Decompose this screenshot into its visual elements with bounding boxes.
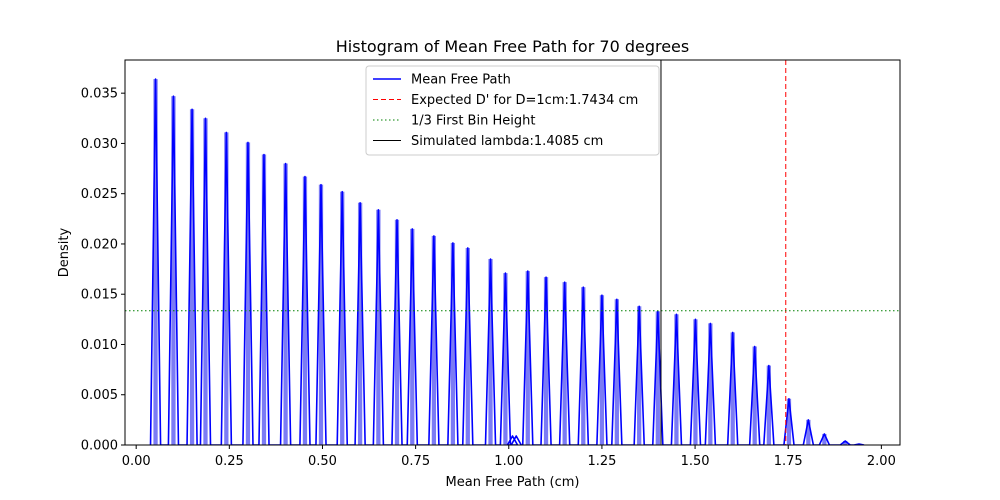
x-tick-label: 0.25 [215, 454, 244, 469]
histogram-bar [503, 273, 508, 445]
legend-box [365, 65, 660, 156]
histogram-bar [637, 306, 642, 445]
y-tick-label: 0.025 [81, 187, 118, 202]
y-tick-label: 0.015 [81, 288, 118, 303]
histogram-bar [730, 332, 735, 445]
y-axis-ticks: 0.000 0.005 0.010 0.015 0.020 0.025 0.030 0.035 [81, 87, 125, 454]
histogram-bar [708, 323, 713, 445]
legend: Mean Free Path Expected D' for D=1cm:1.74… [365, 65, 660, 156]
x-tick-label: 1.00 [494, 454, 523, 469]
histogram-bar [488, 259, 493, 445]
reference-lines-layer [125, 60, 900, 445]
legend-entries: Mean Free Path Expected D' for D=1cm:1.74… [373, 73, 638, 149]
plot-frame [124, 59, 901, 446]
histogram-bar [224, 132, 229, 445]
histogram-bar [599, 295, 605, 445]
y-tick-label: 0.010 [81, 338, 118, 353]
y-tick-label: 0.030 [81, 137, 118, 152]
y-tick-label: 0.000 [81, 439, 118, 454]
x-axis-label: Mean Free Path (cm) [446, 475, 580, 490]
histogram-bar [525, 271, 530, 445]
histogram-bar [822, 433, 827, 445]
histogram-bar [431, 235, 437, 445]
histogram-bar [674, 314, 679, 445]
legend-label: Simulated lambda:1.4085 cm [411, 134, 603, 149]
x-tick-label: 0.50 [308, 454, 337, 469]
legend-label: Mean Free Path [411, 73, 511, 88]
histogram-bar [153, 79, 158, 445]
histogram-bar [340, 191, 345, 445]
y-tick-label: 0.035 [81, 87, 118, 102]
legend-label: 1/3 First Bin Height [411, 114, 535, 129]
y-axis-label: Density [57, 227, 72, 277]
histogram-bar [562, 282, 567, 445]
histogram-bar [465, 247, 470, 445]
histogram-bar [766, 365, 771, 445]
x-tick-label: 1.50 [681, 454, 710, 469]
histogram-bar [283, 163, 288, 445]
histogram-bar [581, 287, 586, 445]
histogram-bar [376, 209, 381, 445]
histogram-bar [261, 154, 267, 445]
histogram-bar [171, 96, 176, 445]
histogram-bar [302, 176, 308, 445]
histogram-bar [410, 228, 415, 445]
histogram-bar [786, 398, 792, 445]
histogram-bar [614, 299, 619, 445]
x-tick-label: 0.00 [122, 454, 151, 469]
plot-area [125, 60, 900, 445]
histogram-bar [752, 346, 757, 445]
histogram-layer [153, 79, 862, 445]
chart-title: Histogram of Mean Free Path for 70 degre… [336, 37, 689, 56]
histogram-bar [245, 142, 251, 445]
histogram-bar [450, 242, 456, 445]
histogram-bar [693, 319, 698, 445]
histogram-bar [543, 277, 549, 445]
x-tick-label: 0.75 [401, 454, 430, 469]
legend-label: Expected D' for D=1cm:1.7434 cm [411, 93, 638, 108]
histogram-bar [843, 440, 848, 445]
histogram-bar [806, 419, 811, 445]
x-tick-label: 2.00 [867, 454, 896, 469]
histogram-bar [394, 219, 400, 445]
histogram-bar [357, 202, 363, 445]
y-tick-label: 0.020 [81, 237, 118, 252]
histogram-bar [318, 184, 324, 445]
histogram-bar [189, 109, 195, 445]
density-line-layer [149, 78, 865, 445]
x-tick-label: 1.75 [774, 454, 803, 469]
y-tick-label: 0.005 [81, 388, 118, 403]
histogram-bar [203, 118, 208, 445]
x-axis-ticks: 0.00 0.25 0.50 0.75 1.00 1.25 1.50 1.75 2.00 [122, 445, 896, 469]
histogram-bar [655, 311, 660, 445]
series-line-mean-free-path [149, 78, 865, 445]
axes: 0.00 0.25 0.50 0.75 1.00 1.25 1.50 1.75 2.00 0.0… [81, 59, 901, 469]
x-tick-label: 1.25 [587, 454, 616, 469]
